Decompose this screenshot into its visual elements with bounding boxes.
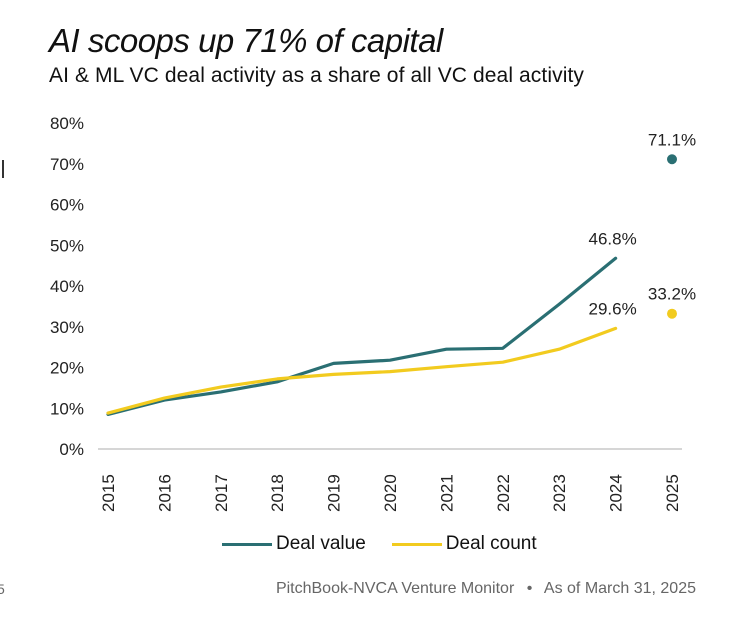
data-label: 29.6% [588, 299, 636, 318]
y-tick-label: 0% [59, 440, 84, 459]
point-2025-deal-count [667, 308, 677, 319]
x-tick-label: 2019 [325, 474, 344, 512]
x-axis: 2015 2016 2017 2018 2019 2020 2021 2022 2023 2024… [99, 474, 682, 512]
y-tick-label: 50% [50, 236, 84, 255]
y-tick-label: 40% [50, 277, 84, 296]
legend-label-deal-count: Deal count [445, 533, 537, 554]
y-tick-label: 60% [50, 196, 84, 215]
data-label: 71.1% [648, 130, 696, 149]
point-2025-deal-value [667, 154, 677, 165]
y-tick-label: 30% [50, 318, 84, 337]
x-tick-label: 2017 [212, 474, 231, 512]
source-text: PitchBook-NVCA Venture Monitor [275, 580, 515, 597]
x-tick-label: 2021 [437, 474, 456, 512]
data-label: 46.8% [588, 229, 636, 248]
y-tick-label: 20% [50, 359, 84, 378]
x-tick-label: 2025 [663, 474, 682, 512]
y-axis: 0% 10% 20% 30% 40% 50% 60% 70% 80% [50, 114, 84, 459]
cropped-page-number: 5 [0, 581, 5, 597]
separator-dot: • [526, 580, 533, 597]
x-tick-label: 2020 [381, 474, 400, 512]
y-tick-label: 70% [50, 155, 84, 174]
series-layer [106, 154, 677, 416]
data-labels-layer: 46.8% 71.1% 29.6% 33.2% [588, 130, 696, 318]
as-of-date: As of March 31, 2025 [543, 580, 696, 597]
x-tick-label: 2024 [607, 474, 626, 512]
legend-item-deal-count[interactable]: Deal count [391, 533, 537, 555]
legend: Deal value Deal count [222, 533, 563, 555]
x-tick-label: 2015 [99, 474, 118, 512]
chart-subtitle: AI & ML VC deal activity as a share of a… [49, 64, 585, 87]
footer-source: PitchBook-NVCA Venture Monitor • As of M… [276, 580, 696, 598]
x-tick-label: 2016 [155, 474, 174, 512]
x-tick-label: 2018 [268, 474, 287, 512]
chart-title: AI scoops up 71% of capital [49, 22, 443, 59]
legend-swatch-deal-value [222, 542, 272, 546]
x-tick-label: 2023 [550, 474, 569, 512]
y-tick-label: 10% [50, 399, 84, 418]
data-label: 33.2% [648, 285, 696, 304]
x-tick-label: 2022 [494, 474, 513, 512]
legend-label-deal-value: Deal value [276, 533, 366, 554]
cropped-edge-glyph [0, 160, 4, 178]
legend-item-deal-value[interactable]: Deal value [222, 533, 366, 555]
series-line-deal-value [106, 256, 618, 416]
legend-swatch-deal-count [391, 542, 442, 546]
series-line-deal-count [106, 326, 618, 415]
y-tick-label: 80% [50, 114, 84, 133]
